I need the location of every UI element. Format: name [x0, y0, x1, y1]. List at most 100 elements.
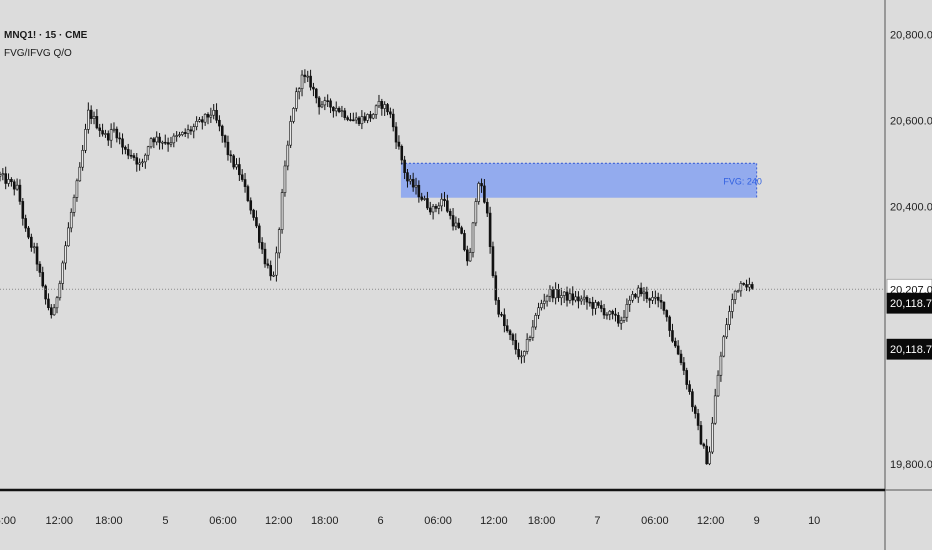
candle-body: [0, 174, 2, 177]
candle-body: [446, 200, 449, 212]
candle-body: [329, 100, 332, 108]
x-tick-label: 12:00: [697, 515, 725, 527]
candle-body: [366, 114, 369, 121]
candle-body: [255, 217, 258, 227]
candle-body: [682, 362, 686, 371]
candle-body: [525, 339, 529, 352]
candle-body: [263, 248, 267, 265]
candle-body: [557, 289, 560, 299]
x-tick-label: 18:00: [528, 515, 556, 527]
symbol-legend: MNQ1! · 15 · CME: [4, 30, 88, 41]
candle-body: [488, 212, 492, 247]
candle-body: [503, 314, 506, 327]
candle-body: [428, 207, 432, 213]
candle-body: [599, 305, 603, 309]
candle-body: [585, 296, 589, 303]
candle-body: [272, 274, 275, 277]
price-badge-label: 20,118.75: [890, 344, 932, 356]
candle-body: [49, 307, 53, 316]
candle-body: [685, 370, 689, 385]
time-axis[interactable]: 6:00 12:00 18:00 5 06:00 12:00 18:00 6 06:00 12:0…: [0, 515, 820, 527]
candle-body: [485, 201, 489, 214]
candle-body: [69, 211, 73, 229]
candle-body: [343, 110, 347, 118]
candle-body: [579, 298, 583, 302]
candle-body: [215, 109, 218, 121]
candle-body: [383, 104, 386, 109]
candle-body: [115, 128, 119, 139]
candle-body: [249, 200, 253, 211]
candle-body: [534, 315, 537, 328]
candle-body: [146, 146, 150, 156]
candle-body: [135, 157, 139, 165]
candle-body: [440, 198, 443, 207]
candle-body: [226, 141, 230, 156]
candle-body: [406, 172, 409, 182]
candle-body: [608, 310, 612, 315]
candle-body: [238, 164, 241, 176]
candle-body: [292, 108, 295, 122]
price-badge[interactable]: [886, 338, 932, 360]
candle-body: [283, 165, 287, 193]
x-tick-label: 12:00: [46, 515, 74, 527]
candle-body: [750, 284, 754, 289]
candle-body: [745, 284, 748, 288]
price-badge[interactable]: [886, 292, 932, 314]
candle-body: [181, 132, 184, 135]
candle-body: [551, 289, 555, 299]
candle-body: [571, 293, 575, 301]
candle-body: [702, 443, 706, 447]
candle-body: [212, 109, 216, 116]
candle-body: [275, 252, 278, 276]
candle-body: [431, 206, 435, 213]
candle-body: [243, 179, 247, 187]
candle-body: [260, 242, 264, 250]
candle-body: [314, 88, 318, 99]
candle-body: [155, 136, 159, 143]
candle-body: [61, 262, 64, 284]
price-axis[interactable]: 20,800.0020,600.0020,400.0019,800.0020,2…: [886, 29, 932, 471]
candle-body: [582, 296, 586, 300]
candle-body: [728, 311, 731, 325]
candle-body: [354, 117, 358, 121]
candle-body: [713, 395, 717, 424]
candle-body: [426, 198, 429, 209]
candle-body: [548, 289, 552, 297]
candle-body: [588, 301, 592, 304]
candle-body: [84, 129, 87, 151]
candle-body: [642, 291, 646, 295]
candle-body: [554, 289, 557, 299]
candle-body: [72, 197, 76, 213]
candle-body: [78, 166, 82, 182]
candle-body: [269, 265, 272, 277]
candle-body: [674, 340, 677, 347]
candle-body: [377, 101, 381, 107]
candle-body: [144, 154, 147, 163]
candle-body: [389, 111, 392, 115]
x-tick-label: 12:00: [265, 515, 293, 527]
candle-body: [494, 275, 498, 301]
candle-body: [742, 283, 746, 285]
candle-body: [334, 107, 338, 112]
candle-body: [540, 303, 543, 309]
candle-body: [577, 296, 580, 302]
candle-body: [380, 101, 384, 109]
candle-body: [109, 129, 113, 141]
candle-body: [104, 133, 107, 135]
candle-body: [106, 133, 110, 141]
fvg-zone[interactable]: [400, 163, 757, 198]
candle-body: [659, 300, 663, 303]
candle-body: [352, 119, 355, 122]
candle-body: [166, 142, 170, 145]
candle-body: [35, 246, 39, 265]
candle-body: [280, 192, 284, 230]
candle-body: [636, 287, 640, 298]
candle-body: [346, 117, 349, 120]
x-tick-label: 10: [808, 515, 820, 527]
candle-body: [542, 300, 546, 304]
indicator-legend[interactable]: FVG/IFVG Q/O: [4, 48, 72, 59]
candle-body: [41, 272, 45, 287]
candle-body: [58, 283, 62, 299]
candle-body: [477, 183, 481, 202]
